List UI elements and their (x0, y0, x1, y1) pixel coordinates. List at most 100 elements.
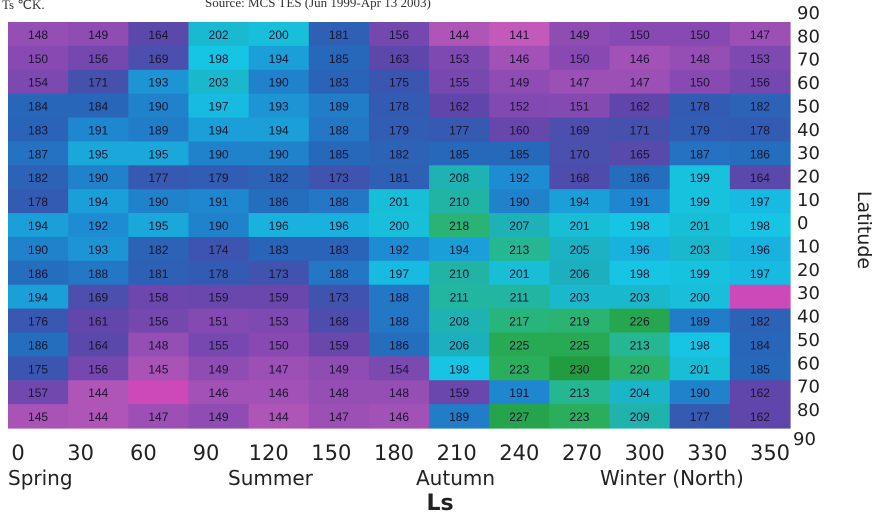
cell-value-label: 153 (269, 315, 289, 329)
heatmap-cell (68, 117, 129, 143)
heatmap-cell (8, 189, 69, 214)
cell-value-label: 194 (209, 123, 229, 137)
heatmap-cell (549, 213, 611, 238)
heatmap-cell (248, 356, 310, 381)
heatmap-cell (669, 165, 731, 190)
y-tick-label: 70 (797, 50, 820, 71)
cell-value-label: 145 (28, 410, 48, 424)
cell-value-label: 155 (209, 338, 229, 352)
heatmap-cell (368, 93, 430, 119)
cell-value-label: 169 (148, 52, 168, 66)
cell-value-label: 149 (209, 362, 229, 376)
heatmap-cell (609, 260, 671, 286)
x-tick-label: 300 (625, 441, 665, 465)
cell-value-label: 220 (630, 362, 650, 376)
cell-value-label: 183 (329, 76, 349, 90)
heatmap-cell (489, 380, 550, 405)
heatmap-cell (248, 69, 310, 95)
heatmap-cell (729, 189, 791, 214)
heatmap-cell (669, 213, 731, 238)
cell-value-label: 150 (28, 52, 48, 66)
heatmap-cell (128, 165, 190, 190)
heatmap-cell (128, 141, 190, 166)
cell-value-label: 186 (389, 338, 409, 352)
heatmap-cell (729, 213, 791, 238)
heatmap-cell (489, 213, 550, 238)
heatmap-cell (549, 356, 611, 381)
heatmap-cell (609, 404, 671, 429)
cell-value-label: 192 (389, 243, 409, 257)
cell-value-label: 230 (569, 362, 589, 376)
heatmap-cell (429, 260, 490, 286)
title-fragment: Source: MCS TES (Jun 1999-Apr 13 2003) (205, 0, 431, 10)
cell-value-label: 149 (329, 362, 349, 376)
cell-value-label: 156 (88, 362, 108, 376)
heatmap-cell (188, 380, 250, 405)
y-tick-label: 50 (797, 96, 820, 117)
cell-value-label: 159 (449, 386, 469, 400)
heatmap-cell (429, 213, 490, 238)
cell-value-label: 194 (28, 291, 48, 305)
cell-value-label: 173 (329, 171, 349, 185)
cell-value-label: 151 (569, 100, 589, 114)
cell-value-label: 194 (28, 219, 48, 233)
heatmap-cell (248, 189, 310, 214)
heatmap-cell (429, 380, 490, 405)
cell-value-label: 174 (209, 243, 229, 257)
heatmap-cell (68, 356, 129, 381)
cell-value-label: 156 (148, 315, 168, 329)
heatmap-cell (609, 380, 671, 405)
cell-value-label: 183 (329, 243, 349, 257)
cell-value-label: 159 (209, 291, 229, 305)
heatmap-cell (188, 45, 250, 71)
cell-value-label: 169 (88, 291, 108, 305)
cell-value-label: 178 (28, 195, 48, 209)
heatmap-cell (368, 332, 430, 357)
heatmap-cell (429, 404, 490, 429)
cell-value-label: 168 (569, 171, 589, 185)
x-tick-label: 150 (311, 441, 351, 465)
heatmap-cell (128, 356, 190, 381)
cell-value-label: 198 (209, 52, 229, 66)
cell-value-label: 190 (148, 195, 168, 209)
cell-value-label: 196 (329, 219, 349, 233)
cell-value-label: 210 (449, 267, 469, 281)
heatmap-cell (669, 117, 731, 143)
heatmap-cell (729, 141, 791, 166)
cell-value-label: 144 (269, 410, 289, 424)
cell-value-label: 147 (569, 76, 589, 90)
cell-value-label: 148 (329, 386, 349, 400)
heatmap-cell (669, 380, 731, 405)
heatmap-cell (489, 284, 550, 310)
heatmap-cell (609, 332, 671, 357)
heatmap-cell (8, 332, 69, 357)
cell-value-label: 192 (509, 171, 529, 185)
heatmap-cell (68, 404, 129, 429)
cell-value-label: 191 (88, 123, 108, 137)
cell-value-label: 200 (389, 219, 409, 233)
cell-value-label: 185 (329, 147, 349, 161)
heatmap-cell (429, 356, 490, 381)
cell-value-label: 185 (750, 362, 770, 376)
y-tick-label: 80 (797, 400, 820, 421)
season-label: Summer (228, 466, 314, 490)
heatmap-cell (68, 69, 129, 95)
heatmap-cell (188, 165, 250, 190)
cell-value-label: 190 (209, 219, 229, 233)
cell-value-label: 202 (209, 28, 229, 42)
cell-value-label: 149 (569, 28, 589, 42)
heatmap-cell (729, 380, 791, 405)
heatmap-cell (128, 45, 190, 71)
heatmap-cell (308, 356, 370, 381)
cell-value-label: 207 (509, 219, 529, 233)
season-labels: Spring Summer Autumn Winter (North) (8, 466, 744, 490)
heatmap-cell (248, 380, 310, 405)
cell-value-label: 158 (148, 291, 168, 305)
cell-value-label: 156 (750, 76, 770, 90)
heatmap-cell (308, 117, 370, 143)
heatmap-cell (368, 141, 430, 166)
season-label: Winter (North) (600, 466, 744, 490)
heatmap-cell (669, 69, 731, 95)
heatmap-cell (8, 236, 69, 262)
